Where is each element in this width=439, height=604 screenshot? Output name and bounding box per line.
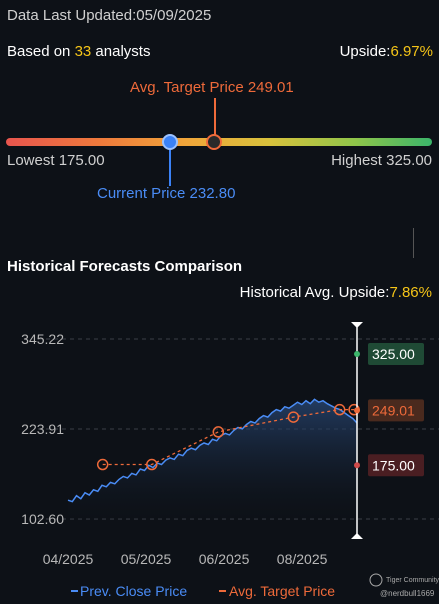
y-tick-label: 223.91	[21, 421, 64, 437]
avg-target-point	[287, 411, 300, 423]
x-tick-label: 06/2025	[199, 551, 250, 567]
avg-target-marker[interactable]	[206, 134, 222, 150]
forecast-high-dot	[354, 351, 360, 358]
current-price-marker[interactable]	[162, 134, 178, 150]
forecast-high-label: 325.00	[372, 346, 415, 362]
chart-legend: Prev. Close Price Avg. Target Price	[71, 583, 335, 599]
avg-target-point	[333, 403, 346, 416]
avg-target-point	[212, 426, 225, 438]
forecast-avg-dot	[354, 407, 360, 414]
forecast-avg-label: 249.01	[372, 402, 415, 418]
highest-price-label: Highest 325.00	[331, 152, 432, 169]
section-divider	[413, 228, 414, 258]
avg-target-point	[96, 458, 109, 471]
historical-upside-value: 7.86%	[389, 284, 432, 301]
avg-target-marker-line	[214, 98, 216, 138]
legend-avg-target: Avg. Target Price	[229, 583, 335, 599]
forecast-low-badge	[368, 454, 424, 477]
based-suffix: analysts	[95, 43, 151, 60]
historical-forecast-chart[interactable]: 345.22 223.91 102.60 325.00 249.01 175.00 04…	[0, 315, 439, 604]
current-price-marker-line	[169, 148, 171, 186]
y-tick-label: 345.22	[21, 331, 64, 347]
crosshair-bottom-handle	[351, 533, 363, 539]
crosshair-top-handle	[351, 322, 363, 328]
x-tick-label: 04/2025	[43, 551, 94, 567]
forecast-high-badge	[368, 343, 424, 366]
avg-target-price-label: Avg. Target Price 249.01	[130, 79, 294, 96]
legend-prev-close: Prev. Close Price	[80, 583, 187, 599]
y-tick-label: 102.60	[21, 511, 64, 527]
based-prefix: Based on	[7, 43, 71, 60]
upside-label: Upside:6.97%	[340, 43, 433, 60]
watermark: Tiger Community @nerdbull1669	[369, 573, 439, 598]
data-updated-label: Data Last Updated:05/09/2025	[7, 7, 212, 24]
x-tick-label: 05/2025	[121, 551, 172, 567]
analyst-count: 33	[74, 43, 92, 60]
historical-forecasts-title: Historical Forecasts Comparison	[7, 258, 243, 275]
x-axis-labels: 04/2025 05/2025 06/2025 08/2025	[43, 551, 328, 567]
forecast-avg-badge	[368, 399, 424, 422]
forecast-low-label: 175.00	[372, 457, 415, 473]
historical-upside-label: Historical Avg. Upside:7.86%	[240, 284, 432, 301]
price-area-fill	[68, 399, 357, 519]
analyst-count-label: Based on 33 analysts	[7, 43, 150, 60]
watermark-user: @nerdbull1669	[380, 589, 435, 598]
prev-close-price-line	[67, 398, 358, 503]
y-axis-labels: 345.22 223.91 102.60	[21, 331, 64, 527]
x-tick-label: 08/2025	[277, 551, 328, 567]
avg-target-points	[96, 403, 360, 471]
upside-prefix: Upside:	[339, 43, 391, 60]
upside-value: 6.97%	[390, 43, 433, 60]
forecast-labels: 325.00 249.01 175.00	[354, 343, 424, 477]
historical-upside-prefix: Historical Avg. Upside:	[239, 284, 390, 301]
current-price-label: Current Price 232.80	[97, 185, 236, 202]
watermark-brand: Tiger Community	[386, 577, 439, 584]
lowest-price-label: Lowest 175.00	[7, 152, 105, 169]
avg-target-point	[146, 458, 158, 471]
forecast-low-dot	[354, 462, 360, 469]
tiger-logo-icon	[369, 573, 383, 587]
